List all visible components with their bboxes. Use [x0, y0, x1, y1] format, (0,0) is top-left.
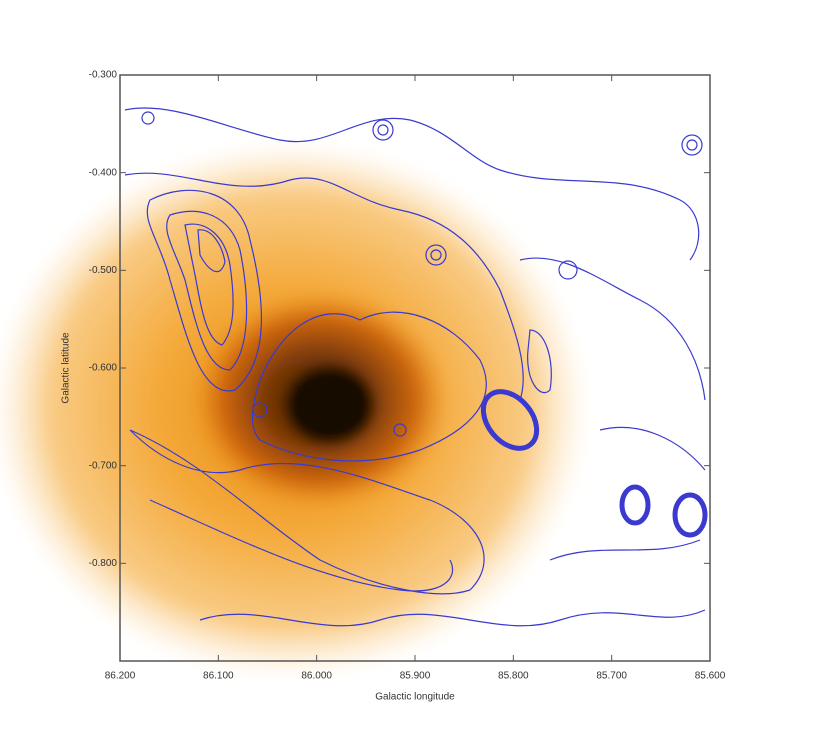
y-axis-label: Galactic latitude [61, 332, 72, 404]
y-tick-label: -0.800 [89, 558, 118, 569]
contours [124, 107, 708, 627]
y-tick-label: -0.600 [89, 363, 118, 374]
x-axis-label: Galactic longitude [375, 692, 455, 703]
x-tick-label: 86.000 [301, 671, 332, 682]
y-tick-label: -0.300 [89, 70, 118, 81]
x-tick-label: 85.900 [400, 671, 431, 682]
y-tick-label: -0.400 [89, 167, 118, 178]
y-tick-label: -0.700 [89, 460, 118, 471]
x-tick-label: 85.600 [695, 671, 726, 682]
x-tick-label: 85.800 [498, 671, 529, 682]
x-tick-label: 86.100 [203, 671, 234, 682]
x-tick-label: 86.200 [105, 671, 136, 682]
y-tick-label: -0.500 [89, 265, 118, 276]
x-tick-label: 85.700 [596, 671, 627, 682]
emission-image [0, 140, 590, 680]
